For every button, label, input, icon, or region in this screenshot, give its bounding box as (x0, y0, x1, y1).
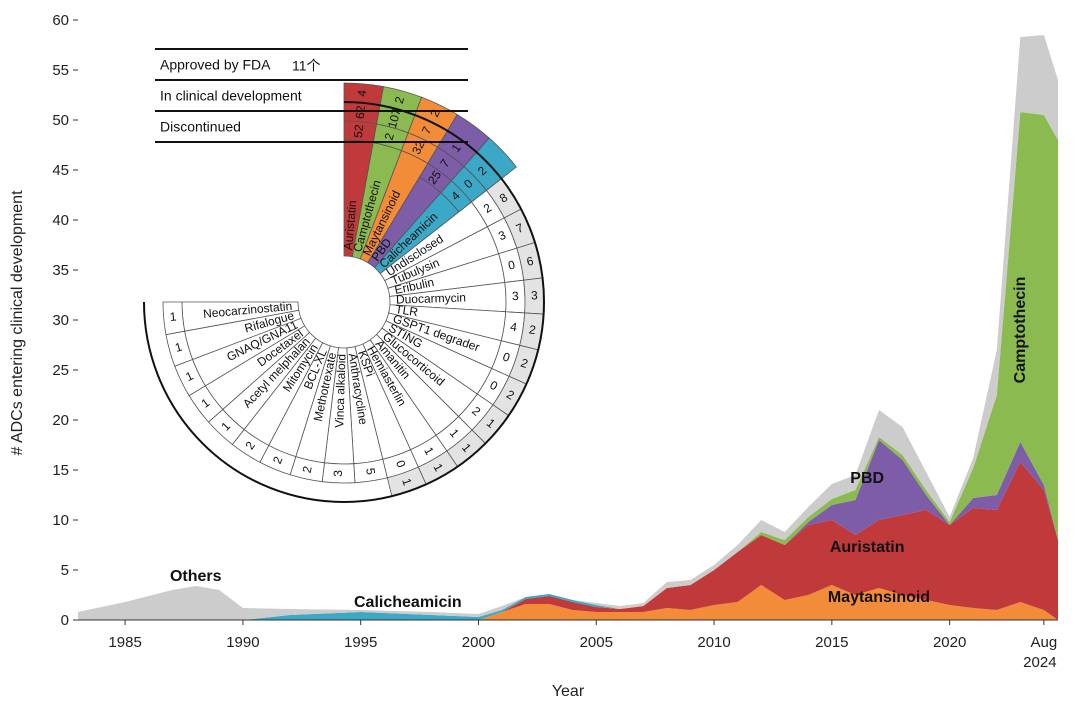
fan-discontinued-cell-neocarzinostatin (162, 301, 186, 336)
fan-outline-arc (143, 101, 545, 503)
fan-annotation: 11个 (292, 58, 321, 74)
x-tick-label: 2000 (462, 634, 495, 651)
area-label-maytansinoid: Maytansinoid (828, 589, 930, 606)
fan-clinical-count-gspt1-degrader: 2 (519, 356, 530, 372)
fan-approved-count-camptothecin: 2 (392, 95, 407, 106)
y-tick-label: 0 (61, 612, 69, 629)
y-tick-label: 15 (52, 462, 69, 479)
y-tick-label: 55 (52, 62, 69, 79)
x-tick-label: 2015 (815, 634, 848, 651)
fan-payload-label-auristatin: Auristatin (341, 200, 359, 251)
y-axis-ticks: 0 5 10 15 20 25 30 35 40 45 50 55 60 (52, 12, 78, 629)
area-auristatin (78, 462, 1058, 620)
fan-discontinued-count-methotrexate: 2 (300, 464, 315, 474)
x-axis-ticks: 1985 1990 1995 2000 2005 2010 2015 2020 Aug 2024 (108, 620, 1057, 671)
x-tick-label: 1990 (226, 634, 259, 651)
fan-discontinued-count-tlr: 4 (509, 320, 518, 335)
fan-discontinued-count-neocarzinostatin: 1 (169, 309, 177, 324)
y-tick-label: 35 (52, 262, 69, 279)
fan-row-label-approved-by-fda: Approved by FDA (160, 57, 271, 73)
fan-clinical-count-eribulin: 6 (525, 254, 535, 269)
x-tick-label-end-year: 2024 (1023, 654, 1056, 671)
fan-discontinued-count-gspt1-degrader: 0 (501, 349, 512, 365)
fan-clinical-count-kspi: 1 (399, 476, 415, 487)
fan-discontinued-count-eribulin: 0 (507, 258, 517, 273)
x-tick-label-end-month: Aug (1031, 634, 1058, 651)
area-label-camptothecin: Camptothecin (1012, 277, 1029, 384)
y-tick-label: 10 (52, 512, 69, 529)
area-pbd (78, 440, 1058, 620)
fan-discontinued-count-rifalogue: 1 (173, 340, 184, 355)
y-tick-label: 60 (52, 12, 69, 29)
y-tick-label: 5 (61, 562, 69, 579)
fan-discontinued-count-bcl-xl: 2 (270, 454, 286, 466)
fan-discontinued-count-vinca-alkaloid: 3 (331, 469, 345, 476)
area-label-calicheamicin: Calicheamicin (354, 594, 462, 611)
area-label-others: Others (170, 568, 222, 585)
y-tick-label: 30 (52, 312, 69, 329)
fan-discontinued-count-tubulysin: 3 (496, 228, 508, 244)
fan-discontinued-count-kspi: 0 (393, 458, 409, 469)
fan-discontinued-count-camptothecin: 2 (382, 131, 397, 142)
x-tick-label: 1985 (108, 634, 141, 651)
area-label-auristatin: Auristatin (830, 539, 905, 556)
fan-clinical-count-tubulysin: 7 (514, 220, 526, 236)
x-axis-title: Year (552, 683, 585, 700)
fan-payload-label-vinca-alkaloid: Vinca alkaloid (332, 354, 348, 428)
fan-discontinued-count-anthracycline: 5 (363, 467, 378, 476)
fan-row-label-discontinued: Discontinued (160, 119, 241, 135)
fan-payload-label-tlr: TLR (394, 302, 419, 319)
area-maytansinoid (78, 585, 1058, 620)
y-tick-label: 25 (52, 362, 69, 379)
x-tick-label: 2010 (697, 634, 730, 651)
fan-approved-count-auristatin: 4 (355, 89, 370, 97)
fan-clinical-count-tlr: 2 (528, 322, 537, 337)
x-tick-label: 1995 (344, 634, 377, 651)
fan-clinical-count-auristatin: 62 (353, 105, 368, 120)
fan-discontinued-count-auristatin: 52 (351, 124, 366, 139)
fan-clinical-count-camptothecin: 107 (385, 106, 404, 129)
fan-payload-label-duocarmycin: Duocarmycin (396, 290, 466, 306)
stacked-area-layer (78, 35, 1058, 620)
y-tick-label: 20 (52, 412, 69, 429)
area-label-pbd: PBD (850, 470, 884, 487)
fan-row-label-in-clinical-development: In clinical development (160, 88, 302, 104)
y-tick-label: 45 (52, 162, 69, 179)
x-tick-label: 2005 (580, 634, 613, 651)
area-labels: Others Calicheamicin PBD Auristatin Maytansi… (170, 277, 1029, 611)
fan-clinical-count-duocarmycin: 3 (531, 288, 538, 302)
x-tick-label: 2020 (933, 634, 966, 651)
y-tick-label: 40 (52, 212, 69, 229)
payload-fan-chart: Auristatin52624Camptothecin21072Maytansi… (143, 48, 545, 503)
y-tick-label: 50 (52, 112, 69, 129)
y-axis-title: # ADCs entering clinical development (9, 190, 26, 456)
fan-discontinued-count-duocarmycin: 3 (512, 289, 519, 303)
